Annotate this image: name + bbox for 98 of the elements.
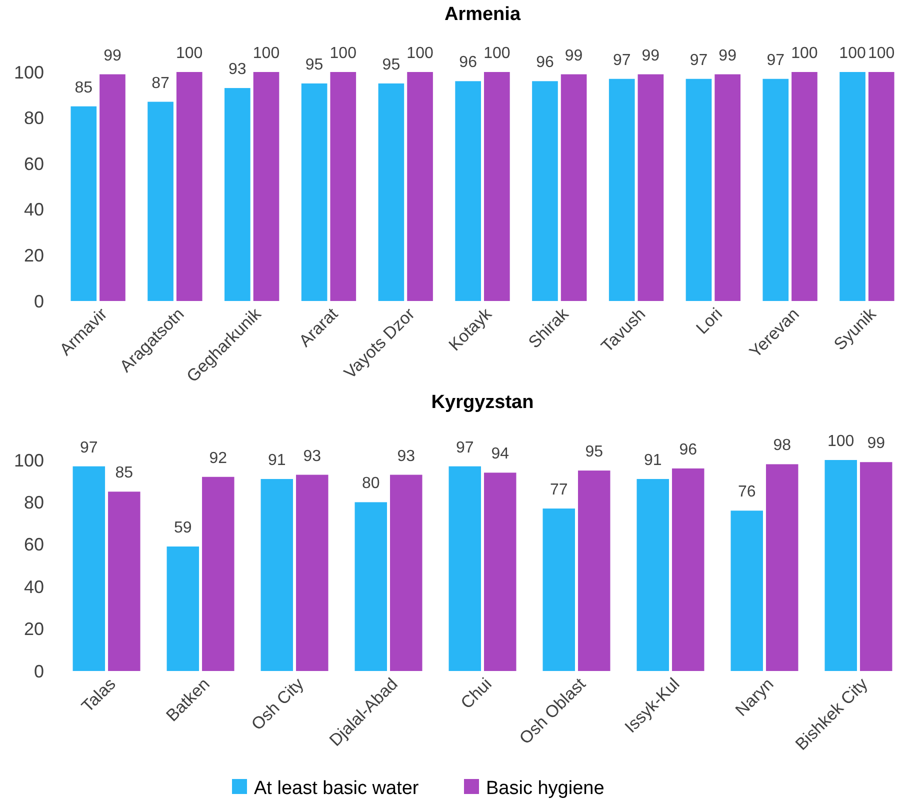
bar	[840, 72, 866, 301]
bar	[253, 72, 280, 301]
y-tick-label: 80	[24, 492, 44, 512]
data-label: 100	[252, 45, 280, 62]
legend-label: At least basic water	[254, 778, 420, 799]
bar	[484, 72, 510, 301]
bar	[766, 464, 798, 671]
data-label: 93	[303, 448, 322, 465]
data-label: 100	[828, 433, 854, 450]
data-label: 100	[839, 45, 866, 62]
y-tick-label: 0	[34, 661, 44, 682]
bar	[868, 72, 894, 301]
data-label: 100	[406, 45, 434, 62]
bar	[608, 78, 635, 301]
y-tick-label: 100	[14, 450, 44, 470]
y-tick-label: 40	[24, 200, 44, 220]
y-tick-label: 60	[24, 534, 44, 555]
bar	[100, 74, 126, 301]
chart-title: Armenia	[444, 4, 521, 25]
bar	[330, 72, 356, 301]
data-label: 97	[456, 439, 474, 456]
data-label: 95	[382, 56, 400, 74]
bar	[70, 106, 97, 301]
data-label: 97	[612, 52, 631, 69]
bar	[166, 546, 200, 671]
data-label: 100	[484, 45, 510, 62]
data-label: 99	[867, 435, 886, 452]
bar	[301, 83, 328, 301]
y-tick-label: 80	[24, 108, 44, 128]
bar	[407, 72, 433, 301]
bar	[542, 508, 575, 671]
bar	[378, 83, 404, 301]
bar	[448, 466, 481, 671]
bar	[636, 478, 669, 671]
bar	[455, 81, 481, 301]
data-label: 99	[104, 47, 122, 64]
data-label: 93	[397, 448, 416, 465]
bar	[354, 502, 388, 671]
data-label: 92	[209, 450, 228, 467]
data-label: 97	[766, 52, 785, 69]
data-label: 96	[459, 54, 478, 72]
bar	[686, 78, 712, 301]
bar	[714, 74, 740, 301]
x-tick-label: Osh City	[248, 674, 308, 734]
data-label: 94	[491, 446, 510, 463]
bar	[224, 88, 250, 301]
data-label: 91	[644, 452, 662, 469]
bar	[824, 460, 857, 671]
data-label: 95	[305, 56, 324, 74]
y-tick-label: 100	[14, 62, 44, 82]
data-label: 100	[330, 45, 357, 62]
bar	[260, 478, 294, 671]
data-label: 100	[176, 45, 203, 62]
data-label: 85	[74, 79, 93, 96]
bar	[148, 102, 174, 301]
data-label: 96	[679, 441, 698, 458]
data-label: 93	[228, 61, 246, 78]
data-label: 98	[773, 437, 792, 454]
data-label: 99	[564, 47, 583, 64]
data-label: 95	[585, 444, 604, 461]
data-label: 77	[550, 482, 568, 499]
bar	[638, 74, 664, 301]
y-tick-label: 40	[24, 576, 44, 597]
bar	[176, 72, 202, 301]
data-label: 59	[174, 520, 192, 537]
data-label: 97	[690, 52, 708, 69]
data-label: 76	[738, 484, 756, 501]
data-label: 87	[152, 74, 170, 92]
bar	[296, 474, 328, 671]
bar	[672, 468, 704, 671]
data-label: 100	[868, 45, 895, 62]
bar	[532, 81, 558, 301]
data-label: 96	[536, 54, 554, 72]
bar	[390, 474, 422, 671]
x-tick-label: Lori	[692, 304, 726, 338]
bar	[860, 462, 892, 671]
data-label: 85	[115, 464, 134, 482]
bar	[762, 78, 789, 301]
bar	[730, 510, 763, 671]
y-tick-label: 60	[24, 154, 44, 174]
y-tick-label: 20	[24, 619, 44, 640]
data-label: 100	[791, 45, 818, 62]
bar	[484, 472, 516, 671]
legend-label: Basic hygiene	[486, 778, 604, 799]
chart-title: Kyrgyzstan	[431, 392, 534, 413]
data-label: 80	[362, 475, 380, 492]
bar	[72, 466, 106, 671]
bar	[202, 476, 234, 671]
data-label: 91	[268, 452, 286, 469]
data-label: 99	[718, 47, 737, 64]
bar	[578, 470, 610, 671]
data-label: 97	[80, 439, 98, 456]
bar	[108, 492, 140, 671]
bar	[792, 72, 818, 301]
data-label: 99	[642, 47, 660, 64]
bar	[560, 74, 587, 301]
y-tick-label: 0	[34, 291, 44, 312]
y-tick-label: 20	[24, 246, 44, 266]
